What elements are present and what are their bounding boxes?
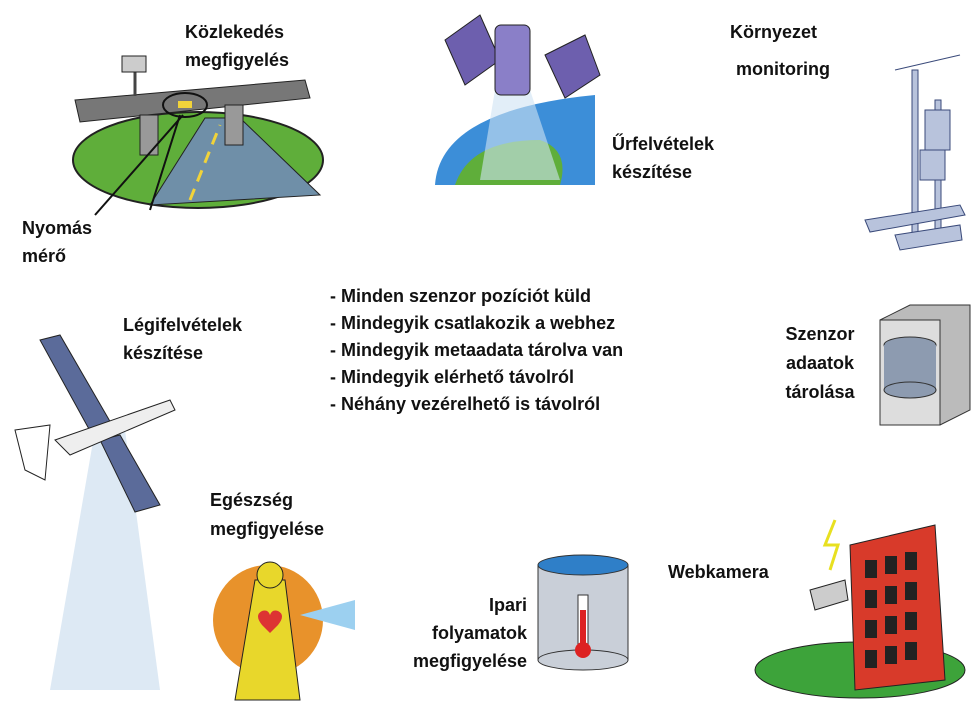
building-illustration (755, 520, 965, 698)
label: tárolása (785, 382, 855, 402)
bullet: - Minden szenzor pozíciót küld (330, 286, 591, 306)
label: adaatok (786, 353, 855, 373)
server-illustration (880, 305, 970, 425)
bullet: - Mindegyik metaadata tárolva van (330, 340, 623, 360)
label: készítése (123, 343, 203, 363)
label: Légifelvételek (123, 315, 243, 335)
label: Űrfelvételek (612, 133, 715, 154)
label: Környezet (730, 22, 817, 42)
label: Szenzor (785, 324, 854, 344)
firefighter-illustration (213, 562, 355, 700)
tank-illustration (538, 555, 628, 670)
label: Webkamera (668, 562, 770, 582)
label: Közlekedés (185, 22, 284, 42)
label: Egészség (210, 490, 293, 510)
weather-station-illustration (865, 55, 965, 250)
label: készítése (612, 162, 692, 182)
bullet: - Néhány vezérelhető is távolról (330, 394, 600, 414)
bullet: - Mindegyik csatlakozik a webhez (330, 313, 615, 333)
label: megfigyelése (210, 519, 324, 539)
label: folyamatok (432, 623, 528, 643)
label: megfigyelés (185, 50, 289, 70)
diagram: Közlekedés megfigyelés Nyomás mérő Űrfel… (0, 0, 977, 707)
traffic-illustration (73, 56, 323, 215)
label: monitoring (736, 59, 830, 79)
label: megfigyelése (413, 651, 527, 671)
label: mérő (22, 246, 66, 266)
satellite-illustration (435, 15, 600, 185)
bullet: - Mindegyik elérhető távolról (330, 367, 574, 387)
label: Ipari (489, 595, 527, 615)
plane-illustration (15, 335, 175, 690)
label: Nyomás (22, 218, 92, 238)
